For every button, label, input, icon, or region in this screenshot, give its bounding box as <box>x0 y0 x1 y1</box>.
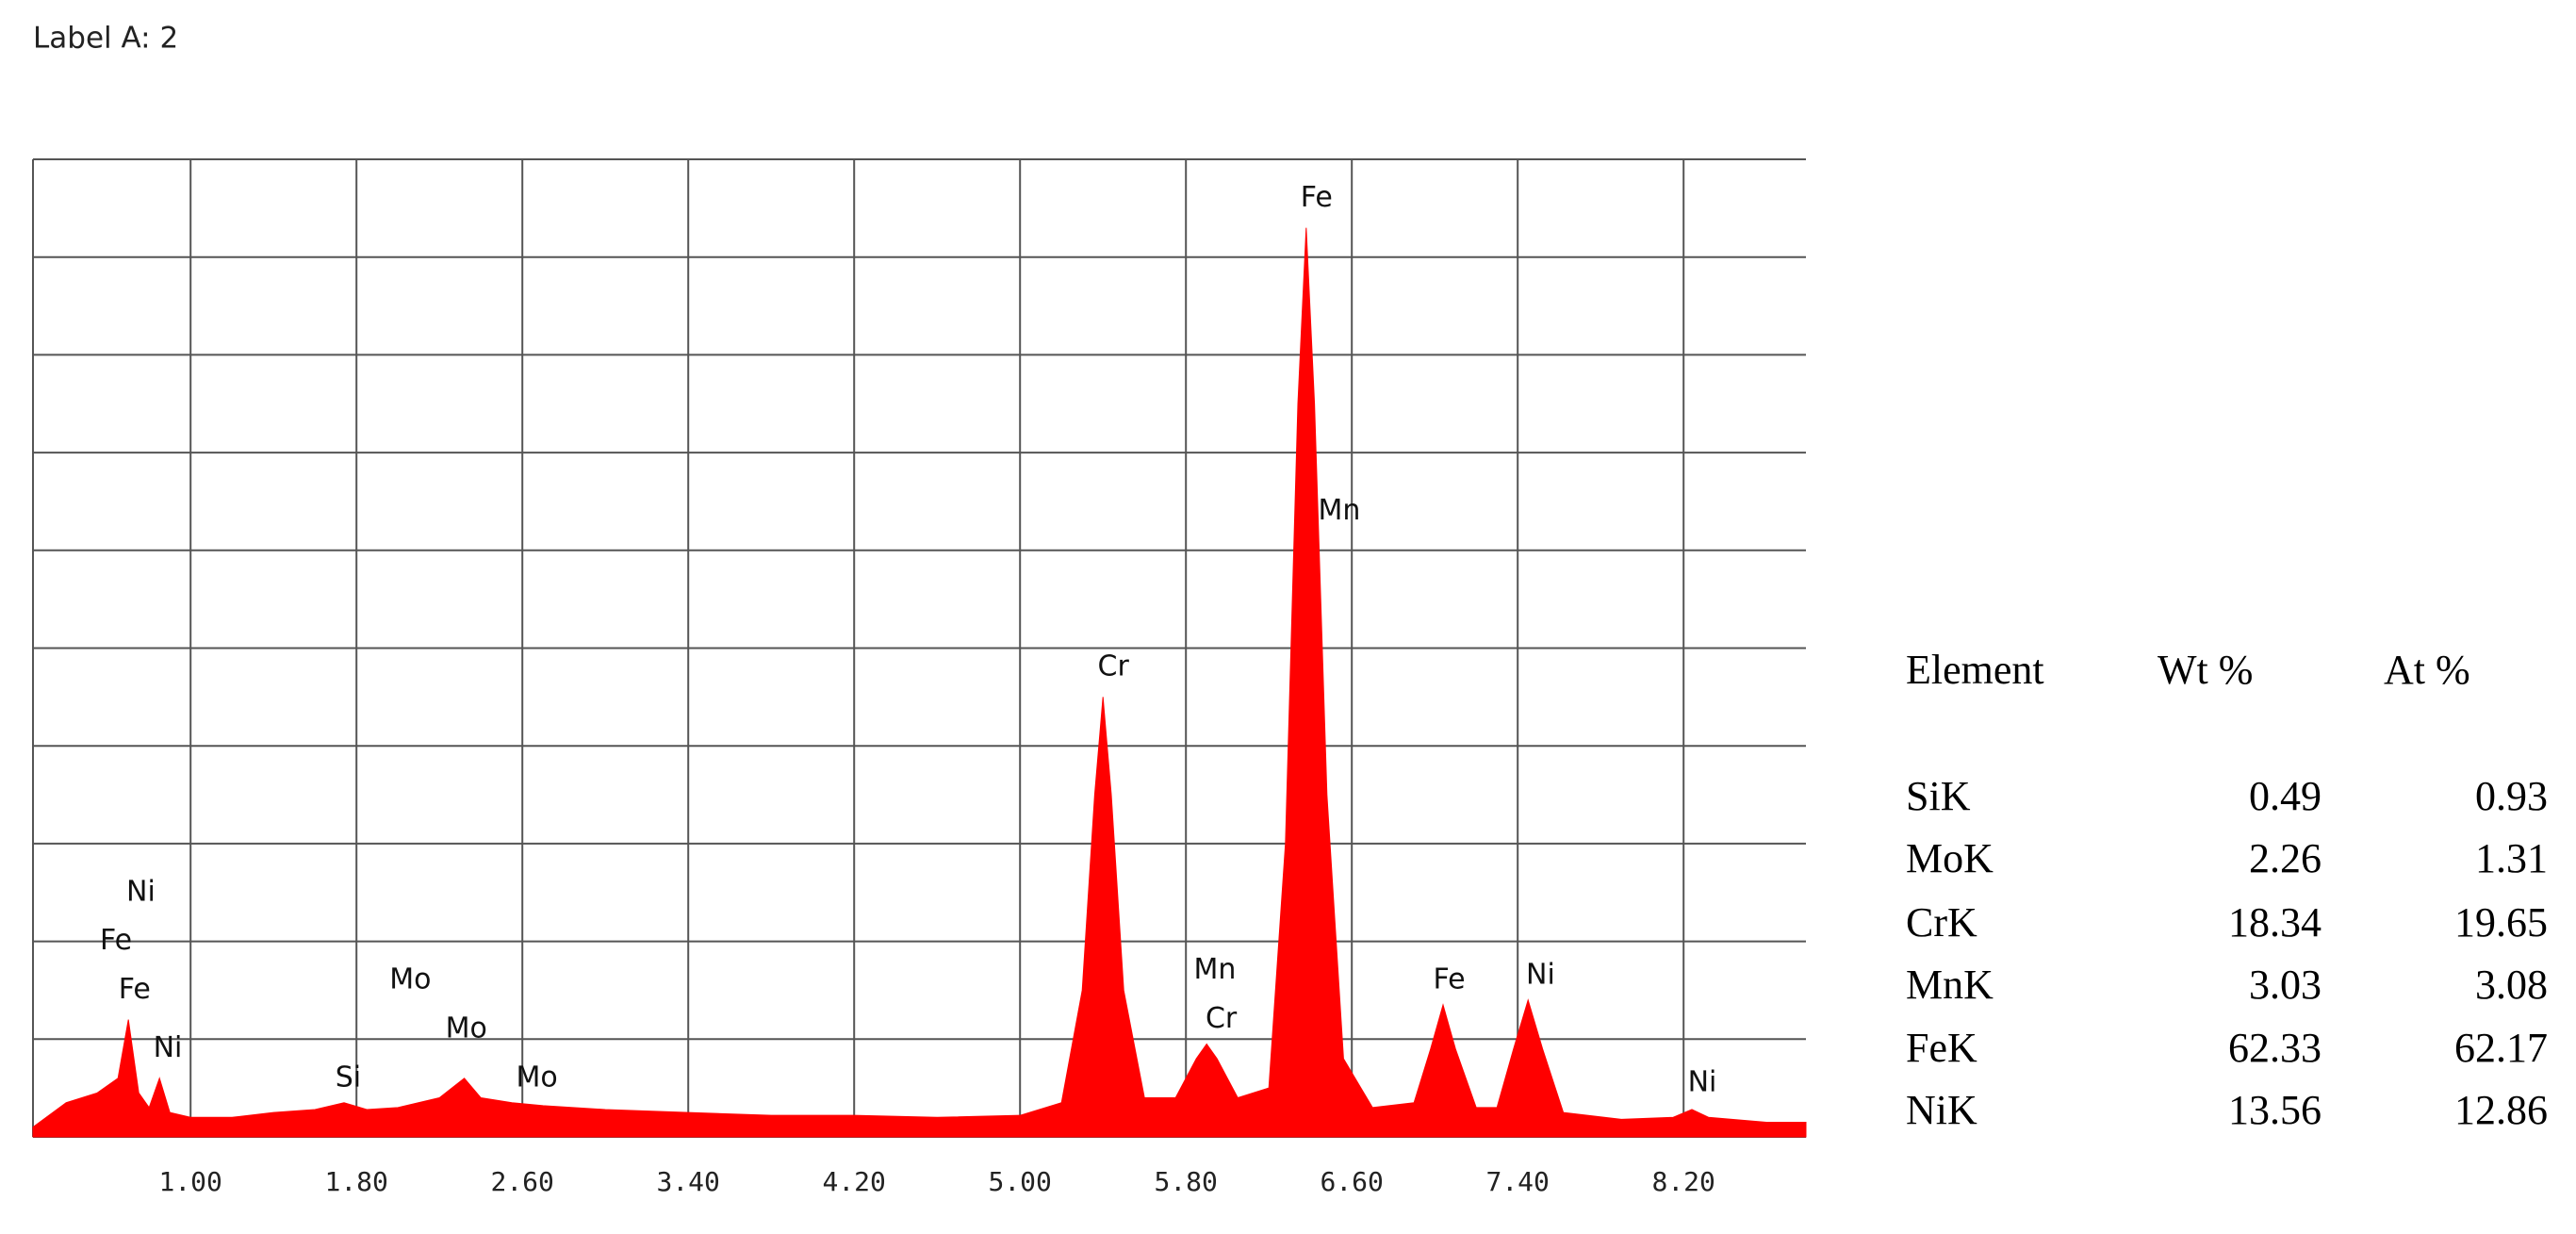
table-element: MnK <box>1906 962 1994 1008</box>
peak-label: Mo <box>389 963 431 996</box>
x-tick-label: 8.20 <box>1651 1166 1715 1197</box>
x-tick-label: 3.40 <box>656 1166 719 1197</box>
peak-label: Si <box>336 1061 361 1094</box>
x-tick-label: 1.00 <box>158 1166 222 1197</box>
x-tick-label: 7.40 <box>1485 1166 1549 1197</box>
table-value: 19.65 <box>2454 899 2548 946</box>
table-value: 2.26 <box>2249 835 2322 881</box>
table-value: 1.31 <box>2475 835 2548 881</box>
peak-label: Cr <box>1206 1002 1238 1035</box>
table-header: At % <box>2384 647 2470 693</box>
table-element: FeK <box>1906 1025 1977 1071</box>
peak-label: Ni <box>126 875 156 908</box>
table-value: 0.93 <box>2475 773 2548 819</box>
table-value: 62.17 <box>2454 1025 2548 1071</box>
peak-label: Mo <box>516 1061 557 1094</box>
peak-label: Ni <box>154 1031 183 1064</box>
table-value: 3.08 <box>2475 962 2548 1008</box>
peak-label: Cr <box>1098 650 1130 683</box>
peak-label: Mn <box>1194 953 1237 986</box>
table-element: NiK <box>1906 1087 1977 1133</box>
table-value: 13.56 <box>2228 1087 2322 1133</box>
chart-title: Label A: 2 <box>33 22 178 56</box>
peak-label: Fe <box>1301 181 1333 214</box>
peak-label: Ni <box>1526 958 1555 991</box>
peak-label: Mo <box>446 1012 487 1045</box>
table-value: 12.86 <box>2454 1087 2548 1133</box>
x-tick-label: 1.80 <box>324 1166 387 1197</box>
peak-label: Fe <box>119 973 151 1006</box>
spectrum-area <box>32 227 1807 1138</box>
x-tick-label: 2.60 <box>490 1166 553 1197</box>
peak-label: Ni <box>1688 1065 1717 1098</box>
table-value: 18.34 <box>2228 899 2322 946</box>
x-tick-label: 4.20 <box>822 1166 885 1197</box>
peak-label: Mn <box>1319 494 1361 527</box>
x-tick-label: 6.60 <box>1320 1166 1383 1197</box>
table-value: 62.33 <box>2228 1025 2322 1071</box>
table-element: SiK <box>1906 773 1971 819</box>
table-value: 0.49 <box>2249 773 2322 819</box>
table-header: Element <box>1906 647 2044 693</box>
table-element: CrK <box>1906 899 1977 946</box>
table-header: Wt % <box>2158 647 2253 693</box>
table-value: 3.03 <box>2249 962 2322 1008</box>
x-tick-label: 5.00 <box>988 1166 1051 1197</box>
peak-label: Fe <box>1434 963 1466 996</box>
table-element: MoK <box>1906 835 1994 881</box>
x-tick-label: 5.80 <box>1154 1166 1217 1197</box>
peak-label: Fe <box>100 924 132 957</box>
